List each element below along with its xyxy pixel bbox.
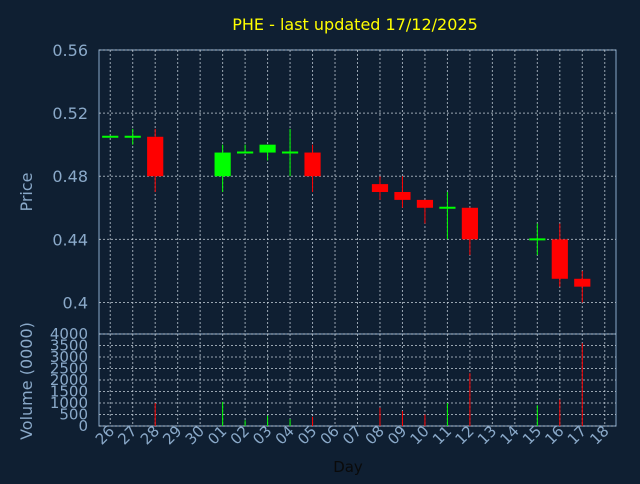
candle-body <box>147 136 164 177</box>
candle-body <box>416 199 434 208</box>
volume-tick-label: 3000 <box>50 348 88 366</box>
price-tick-label: 0.4 <box>63 293 88 312</box>
candle-body <box>371 184 389 192</box>
volume-tick-label: 2000 <box>50 371 88 389</box>
price-tick-label: 0.44 <box>52 230 88 249</box>
price-tick-label: 0.56 <box>52 41 88 60</box>
candle-body <box>259 144 276 153</box>
volume-axis-label: Volume (0000) <box>17 322 36 440</box>
x-axis-label: Day <box>333 458 363 476</box>
candle-body <box>214 152 231 177</box>
volume-tick-label: 3500 <box>50 337 88 355</box>
x-tick-labels: 2627282930010203040506070809101112131415… <box>92 422 613 448</box>
price-tick-label: 0.52 <box>52 104 88 123</box>
candle-body <box>461 207 478 240</box>
volume-tick-label: 1000 <box>50 394 88 412</box>
candle-body <box>304 152 321 177</box>
chart-title: PHE - last updated 17/12/2025 <box>232 15 478 34</box>
volume-tick-label: 0 <box>78 417 88 435</box>
volume-tick-label: 500 <box>59 406 88 424</box>
volume-tick-label: 2500 <box>50 360 88 378</box>
candle-body <box>394 192 411 200</box>
volume-tick-label: 4000 <box>50 325 88 343</box>
candle-body <box>551 239 568 279</box>
volume-tick-label: 1500 <box>50 383 88 401</box>
price-tick-label: 0.48 <box>52 167 88 186</box>
candle-body <box>574 278 591 287</box>
price-panel: 0.56 0.52 0.48 0.44 0.4 <box>52 41 617 335</box>
price-axis-label: Price <box>17 172 36 211</box>
